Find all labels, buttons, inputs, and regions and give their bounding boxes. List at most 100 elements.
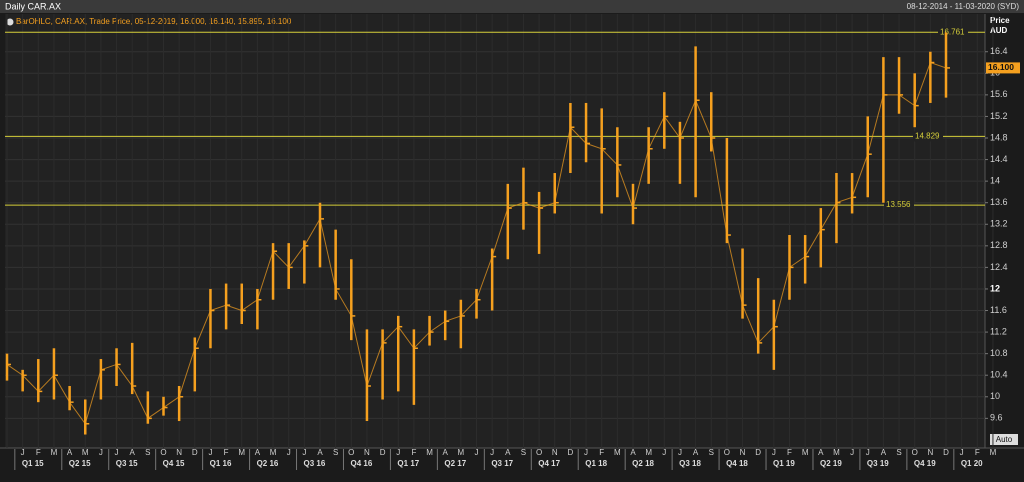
close-line bbox=[6, 61, 947, 425]
x-tick-label: M bbox=[426, 448, 433, 457]
x-tick-label: J bbox=[302, 448, 306, 457]
x-tick-label: J bbox=[396, 448, 400, 457]
plot-area bbox=[5, 14, 985, 448]
quarter-label: Q4 16 bbox=[350, 459, 372, 468]
x-tick-label: S bbox=[521, 448, 526, 457]
quarter-label: Q3 15 bbox=[116, 459, 138, 468]
level-label-bg bbox=[884, 200, 914, 211]
x-tick-label: F bbox=[411, 448, 416, 457]
x-tick-label: N bbox=[740, 448, 746, 457]
x-tick-label: J bbox=[287, 448, 291, 457]
legend-icon[interactable] bbox=[6, 18, 14, 26]
y-axis-unit: AUD bbox=[990, 26, 1008, 35]
quarter-label: Q1 18 bbox=[585, 459, 607, 468]
quarter-label: Q1 15 bbox=[22, 459, 44, 468]
x-tick-label: F bbox=[224, 448, 229, 457]
y-tick-label: 14.4 bbox=[990, 154, 1008, 164]
x-tick-label: O bbox=[912, 448, 918, 457]
x-tick-label: J bbox=[208, 448, 212, 457]
x-tick-label: D bbox=[568, 448, 574, 457]
y-tick-label: 13.6 bbox=[990, 197, 1008, 207]
x-tick-label: O bbox=[536, 448, 542, 457]
x-tick-label: M bbox=[270, 448, 277, 457]
y-tick-label: 16.4 bbox=[990, 46, 1008, 56]
x-tick-label: J bbox=[772, 448, 776, 457]
quarter-label: Q1 17 bbox=[397, 459, 419, 468]
level-label: 16.761 bbox=[940, 27, 965, 36]
quarter-label: Q1 19 bbox=[773, 459, 795, 468]
x-tick-label: M bbox=[51, 448, 58, 457]
x-tick-label: N bbox=[927, 448, 933, 457]
x-tick-label: M bbox=[833, 448, 840, 457]
quarter-label: Q3 18 bbox=[679, 459, 701, 468]
quarter-label: Q4 17 bbox=[538, 459, 560, 468]
quarter-label: Q4 18 bbox=[726, 459, 748, 468]
quarter-label: Q1 20 bbox=[961, 459, 983, 468]
y-tick-label: 11.2 bbox=[990, 326, 1007, 336]
level-label: 14.829 bbox=[915, 132, 940, 141]
x-tick-label: S bbox=[333, 448, 338, 457]
quarter-label: Q2 18 bbox=[632, 459, 654, 468]
y-axis-label: Price bbox=[990, 16, 1010, 25]
y-tick-label: 14 bbox=[990, 176, 1000, 186]
x-tick-label: F bbox=[599, 448, 604, 457]
quarter-label: Q3 16 bbox=[304, 459, 326, 468]
level-label-bg bbox=[913, 131, 943, 142]
last-price-box bbox=[986, 62, 1020, 74]
x-tick-label: A bbox=[317, 448, 323, 457]
level-label-bg bbox=[938, 27, 968, 38]
x-tick-label: J bbox=[850, 448, 854, 457]
y-tick-label: 13.2 bbox=[990, 219, 1008, 229]
x-tick-label: M bbox=[82, 448, 89, 457]
quarter-label: Q2 17 bbox=[444, 459, 466, 468]
x-tick-label: A bbox=[630, 448, 636, 457]
x-tick-label: J bbox=[678, 448, 682, 457]
x-tick-label: S bbox=[709, 448, 714, 457]
quarter-label: Q3 17 bbox=[491, 459, 513, 468]
quarter-label: Q2 15 bbox=[69, 459, 91, 468]
x-tick-label: M bbox=[238, 448, 245, 457]
x-tick-label: J bbox=[475, 448, 479, 457]
y-tick-label: 10 bbox=[990, 391, 1000, 401]
x-tick-label: J bbox=[99, 448, 103, 457]
x-tick-label: F bbox=[787, 448, 792, 457]
x-tick-label: O bbox=[160, 448, 166, 457]
x-tick-label: M bbox=[990, 448, 997, 457]
x-tick-label: A bbox=[505, 448, 511, 457]
x-tick-label: S bbox=[896, 448, 901, 457]
x-tick-label: A bbox=[818, 448, 824, 457]
y-tick-label: 12.8 bbox=[990, 240, 1008, 250]
x-tick-label: M bbox=[614, 448, 621, 457]
x-tick-label: M bbox=[645, 448, 652, 457]
header-bar bbox=[0, 0, 1024, 13]
x-tick-label: N bbox=[176, 448, 182, 457]
auto-button[interactable] bbox=[990, 434, 1018, 445]
level-label: 13.556 bbox=[886, 200, 911, 209]
x-tick-label: D bbox=[755, 448, 761, 457]
quarter-label: Q2 19 bbox=[820, 459, 842, 468]
x-tick-label: O bbox=[724, 448, 730, 457]
x-tick-label: J bbox=[662, 448, 666, 457]
x-tick-label: J bbox=[115, 448, 119, 457]
y-tick-label: 9.6 bbox=[990, 413, 1003, 423]
y-tick-label: 14.8 bbox=[990, 132, 1008, 142]
auto-button-label: Auto bbox=[996, 435, 1013, 444]
x-tick-label: A bbox=[67, 448, 73, 457]
x-tick-label: A bbox=[443, 448, 449, 457]
x-tick-label: F bbox=[36, 448, 41, 457]
quarter-label: Q4 15 bbox=[163, 459, 185, 468]
x-tick-label: A bbox=[130, 448, 136, 457]
x-tick-label: A bbox=[255, 448, 261, 457]
x-tick-label: D bbox=[192, 448, 198, 457]
x-tick-label: M bbox=[802, 448, 809, 457]
quarter-label: Q3 19 bbox=[867, 459, 889, 468]
x-tick-label: J bbox=[866, 448, 870, 457]
date-range: 08-12-2014 - 11-03-2020 (SYD) bbox=[907, 2, 1020, 11]
legend: BarOHLC, CAR.AX, Trade Price, 05-12-2019… bbox=[16, 17, 292, 26]
x-tick-label: D bbox=[943, 448, 949, 457]
y-tick-label: 10.8 bbox=[990, 348, 1008, 358]
x-tick-label: D bbox=[380, 448, 386, 457]
x-tick-label: N bbox=[552, 448, 558, 457]
